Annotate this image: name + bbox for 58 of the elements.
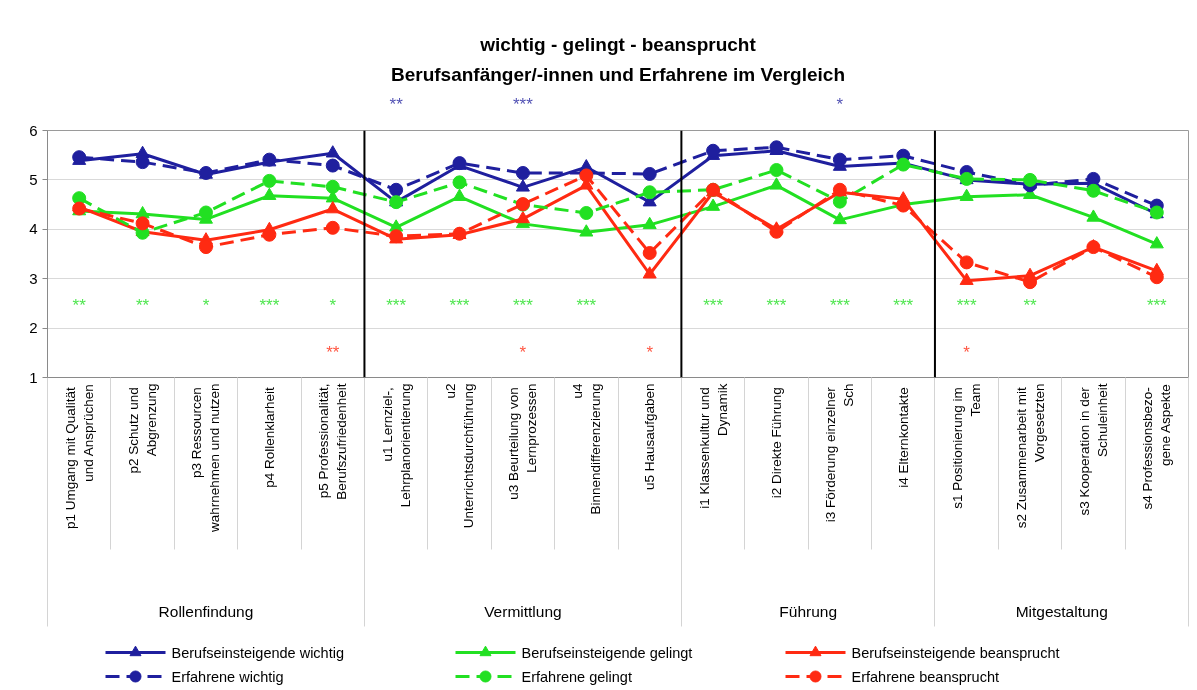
y-tick-label: 6: [29, 121, 38, 139]
annotation: *: [202, 296, 210, 315]
text: Rollenfindung: [158, 602, 254, 620]
annotation: *: [646, 343, 654, 362]
y-tick-label: 3: [29, 269, 38, 287]
annotation: ***: [512, 296, 534, 315]
x-tick-label: p3 Ressourcen wahrnehmen und nutzen: [189, 383, 223, 534]
text: *: [836, 94, 844, 114]
text: Vermittlung: [484, 602, 562, 620]
legend-label: Erfahrene beansprucht: [851, 668, 1000, 685]
annotation: ***: [259, 296, 280, 315]
text: **: [389, 94, 404, 114]
annotation: *: [329, 296, 337, 315]
annotation: ***: [956, 296, 977, 315]
annotation: **: [135, 296, 150, 315]
annotation: *: [519, 343, 527, 362]
legend-label: Berufseinsteigende gelingt: [521, 644, 693, 661]
legend-label: Berufseinsteigende beansprucht: [851, 644, 1060, 661]
chart-subtitle: Berufsanfänger/-innen und Erfahrene im Vergleich: [391, 63, 846, 85]
annotation: **: [326, 343, 340, 362]
x-tick-label: u3 Beurteilung von Lernprozessen: [506, 383, 540, 500]
y-tick-label: 1: [29, 368, 38, 386]
x-tick-label: s2 Zusammenarbeit mit Vorgesetzten: [1013, 383, 1047, 529]
text: ***: [512, 94, 534, 114]
x-tick-label: p2 Schutz und Abgrenzung: [126, 383, 160, 474]
legend-label: Erfahrene wichtig: [171, 668, 284, 685]
annotation: *: [963, 343, 971, 362]
annotation: ***: [766, 296, 787, 315]
annotation: **: [1023, 296, 1038, 315]
x-tick-label: p5 Professionalität, Berufszufriedenheit: [316, 383, 350, 500]
chart-title: wichtig - gelingt - beansprucht: [479, 33, 757, 55]
annotation: ***: [703, 296, 724, 315]
x-tick-label: s3 Kooperation in der Schuleinheit: [1076, 383, 1110, 516]
x-tick-label: i3 Förderung einzelner Sch: [823, 383, 857, 523]
annotation: ***: [1146, 296, 1168, 315]
y-tick-label: 5: [29, 170, 38, 188]
annotation: ***: [576, 296, 597, 315]
x-tick-label: u4 Binnendifferenzierung: [569, 383, 603, 515]
annotation: ***: [893, 296, 914, 315]
x-tick-label: i1 Klassenkultur und Dynamik: [696, 383, 730, 509]
legend-label: Erfahrene gelingt: [521, 668, 632, 685]
annotation: ***: [829, 296, 851, 315]
text: Mitgestaltung: [1015, 602, 1108, 620]
x-tick-label: s1 Positionierung im Team: [950, 383, 984, 509]
annotation: ***: [449, 296, 470, 315]
annotation: ***: [386, 296, 407, 315]
x-tick-label: p1 Umgang mit Qualität und Ansprüchen: [62, 384, 96, 530]
y-tick-label: 2: [29, 319, 38, 337]
x-tick-label: s4 Professionsbezo- gene Aspekte: [1140, 384, 1174, 510]
x-tick-label: i2 Direkte Führung: [768, 387, 784, 499]
x-tick-label: u1 Lernziel-, Lehrplanorientierung: [379, 383, 413, 508]
text: Führung: [779, 602, 838, 620]
annotation: **: [72, 296, 87, 315]
y-tick-label: 4: [29, 220, 38, 238]
legend-label: Berufseinsteigende wichtig: [171, 644, 344, 661]
x-tick-label: u5 Hausaufgaben: [642, 383, 658, 491]
x-tick-label: p4 Rollenklarheit: [261, 387, 277, 488]
x-tick-label: i4 Elternkontakte: [895, 387, 911, 488]
